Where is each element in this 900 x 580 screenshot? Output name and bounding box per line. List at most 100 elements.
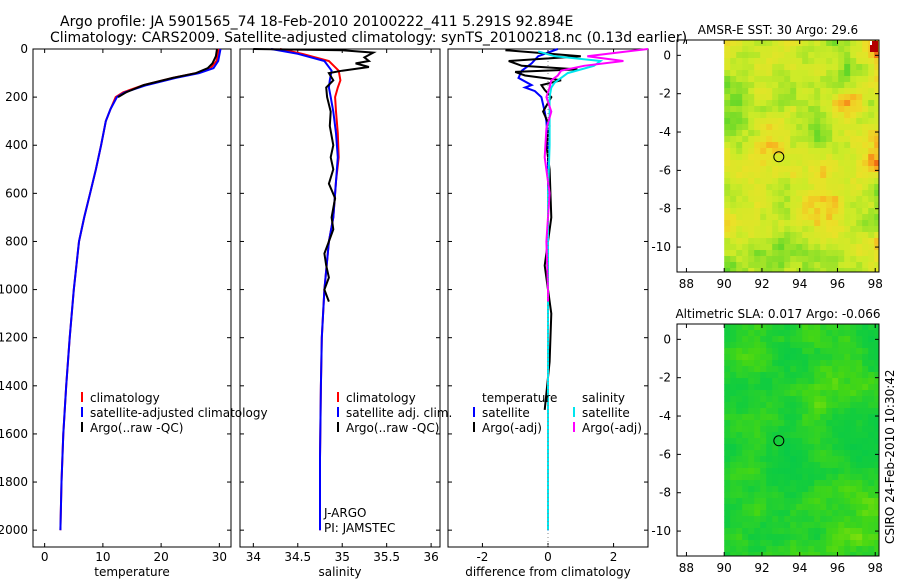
sla-map-cell <box>838 402 845 409</box>
difference-xtick-label: -2 <box>476 550 488 564</box>
sst-map-cell <box>862 262 869 269</box>
sla-map-cell <box>730 456 737 463</box>
sst-map-cell <box>808 136 815 143</box>
temperature-xtick-label: 20 <box>153 550 168 564</box>
sst-map-cell <box>844 226 851 233</box>
sst-map-cell <box>862 220 869 227</box>
sla-map-cell <box>784 516 791 523</box>
sst-map-cell <box>868 88 875 95</box>
sst-map-cell <box>760 94 767 101</box>
sla-map-cell <box>856 330 863 337</box>
sla-map-cell <box>820 528 827 535</box>
sst-map-cell <box>820 58 827 65</box>
sla-map-cell <box>874 342 880 349</box>
sst-map-cell <box>754 244 761 251</box>
sst-map-cell <box>844 160 851 167</box>
sst-map-cell <box>874 214 880 221</box>
sst-map-cell <box>856 184 863 191</box>
sla-map-cell <box>766 528 773 535</box>
sla-map-cell <box>742 450 749 457</box>
sst-map-cell <box>850 100 857 107</box>
sla-map-cell <box>820 438 827 445</box>
sst-map-cell <box>760 46 767 53</box>
sla-map-cell <box>748 354 755 361</box>
sst-map-cell <box>820 70 827 77</box>
sla-map-cell <box>820 420 827 427</box>
sla-map-cell <box>772 372 779 379</box>
sla-map-cell <box>814 396 821 403</box>
sst-map-cell <box>748 256 755 263</box>
sst-map-cell <box>730 148 737 155</box>
sst-map-cell <box>868 130 875 137</box>
sst-map-cell <box>802 64 809 71</box>
sla-map-cell <box>796 486 803 493</box>
sst-map-cell <box>856 154 863 161</box>
sla-map-cell <box>862 396 869 403</box>
sst-map-cell <box>844 136 851 143</box>
sst-map-cell <box>814 214 821 221</box>
sla-map-cell <box>838 450 845 457</box>
sst-map-cell <box>754 256 761 263</box>
temperature-xtick-label: 30 <box>212 550 227 564</box>
sst-map-cell <box>724 214 731 221</box>
sla-map-cell <box>868 456 875 463</box>
sla-map-cell <box>802 378 809 385</box>
sst-map-cell <box>748 226 755 233</box>
sla-map-cell <box>760 516 767 523</box>
sla-map-cell <box>778 360 785 367</box>
sla-map-cell <box>862 444 869 451</box>
sst-map-cell <box>742 226 749 233</box>
sla-map-cell <box>874 462 880 469</box>
sla-map-cell <box>826 486 833 493</box>
sst-map-cell <box>826 64 833 71</box>
sla-map-cell <box>844 444 851 451</box>
sst-map-cell <box>754 184 761 191</box>
sla-map-cell <box>808 510 815 517</box>
sst-map-cell <box>862 82 869 89</box>
sla-map-cell <box>802 402 809 409</box>
sla-map-cell <box>844 378 851 385</box>
sla-map-cell <box>760 456 767 463</box>
sst-map-cell <box>874 142 880 149</box>
sst-map-cell <box>844 148 851 155</box>
sst-map-cell <box>862 52 869 59</box>
sla-map-cell <box>820 552 827 557</box>
sla-map-cell <box>784 378 791 385</box>
sla-map-cell <box>772 384 779 391</box>
sla-map-cell <box>754 504 761 511</box>
sst-map-cell <box>856 136 863 143</box>
sst-map-cell <box>820 250 827 257</box>
salinity-xtick-label: 35 <box>335 550 350 564</box>
sst-map-cell <box>868 226 875 233</box>
sst-map-cell <box>784 214 791 221</box>
sla-map-cell <box>826 462 833 469</box>
sst-map-cell <box>862 238 869 245</box>
sla-map-cell <box>754 444 761 451</box>
sst-map-cell <box>736 64 743 71</box>
sla-map-cell <box>772 396 779 403</box>
sla-map-cell <box>850 426 857 433</box>
sla-map-cell <box>784 330 791 337</box>
sst-map-cell <box>820 178 827 185</box>
sst-map-cell <box>868 82 875 89</box>
sst-map-cell <box>754 214 761 221</box>
sst-map-cell <box>856 112 863 119</box>
sst-map-cell <box>784 76 791 83</box>
sla-map-cell <box>808 534 815 541</box>
sst-map-cell <box>766 106 773 113</box>
sla-map-cell <box>724 516 731 523</box>
temperature-legend-label: satellite-adjusted climatology <box>90 406 268 420</box>
sla-map-cell <box>760 342 767 349</box>
sla-map-cell <box>796 540 803 547</box>
sst-map-cell <box>742 166 749 173</box>
difference-xtick-label: 0 <box>544 550 552 564</box>
sla-map-cell <box>772 516 779 523</box>
salinity-annotation-project: J-ARGO <box>323 506 366 520</box>
temperature-ytick-label: 1000 <box>0 283 28 297</box>
sla-map-cell <box>730 552 737 557</box>
sst-map-cell <box>772 220 779 227</box>
sst-map-cell <box>820 166 827 173</box>
sla-map-cell <box>814 348 821 355</box>
sla-map-cell <box>778 504 785 511</box>
sst-map-cell <box>760 142 767 149</box>
